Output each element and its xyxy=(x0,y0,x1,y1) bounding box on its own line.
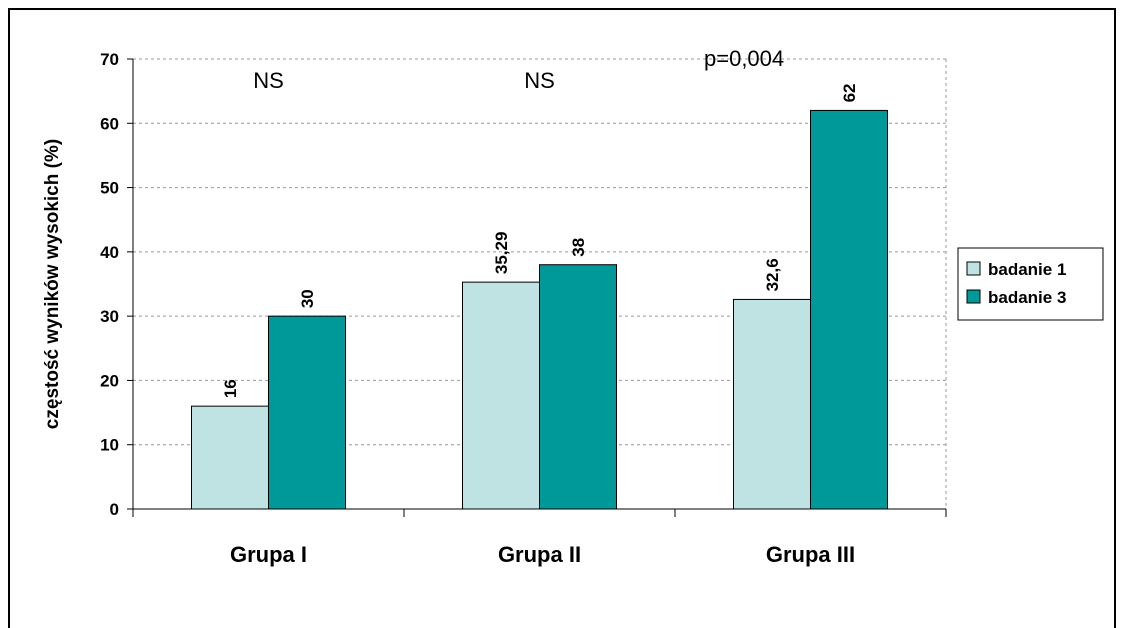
bar-value-label: 16 xyxy=(221,379,240,398)
y-tick-label: 0 xyxy=(110,500,119,519)
bar-value-label: 35,29 xyxy=(492,232,511,275)
bar-1 xyxy=(733,298,811,510)
x-category-label: Grupa I xyxy=(230,542,307,567)
x-category-label: Grupa II xyxy=(498,542,581,567)
legend-swatch xyxy=(966,261,981,276)
bar-1 xyxy=(191,405,269,510)
y-axis-title: częstość wyników wysokich (%) xyxy=(42,139,63,429)
bar-2 xyxy=(268,315,346,510)
legend-box xyxy=(957,247,1104,321)
bar-value-label: 30 xyxy=(298,289,317,308)
bar-2 xyxy=(539,264,617,510)
bar-value-label: 38 xyxy=(569,238,588,257)
bar-value-label: 32,6 xyxy=(763,258,782,291)
bar-2 xyxy=(810,109,888,510)
y-tick-label: 10 xyxy=(100,436,119,455)
y-tick-label: 70 xyxy=(100,50,119,69)
legend-label: badanie 3 xyxy=(988,288,1066,307)
y-tick-label: 60 xyxy=(100,114,119,133)
y-tick-label: 30 xyxy=(100,307,119,326)
bar-value-label: 62 xyxy=(840,84,859,103)
y-tick-label: 20 xyxy=(100,371,119,390)
legend-label: badanie 1 xyxy=(988,260,1066,279)
significance-annotation: p=0,004 xyxy=(704,46,784,71)
y-tick-label: 40 xyxy=(100,243,119,262)
significance-annotation: NS xyxy=(524,68,555,93)
y-tick-label: 50 xyxy=(100,179,119,198)
bar-1 xyxy=(462,281,540,510)
significance-annotation: NS xyxy=(253,68,284,93)
chart-frame xyxy=(8,8,1116,628)
legend-swatch xyxy=(966,289,981,304)
x-category-label: Grupa III xyxy=(766,542,855,567)
